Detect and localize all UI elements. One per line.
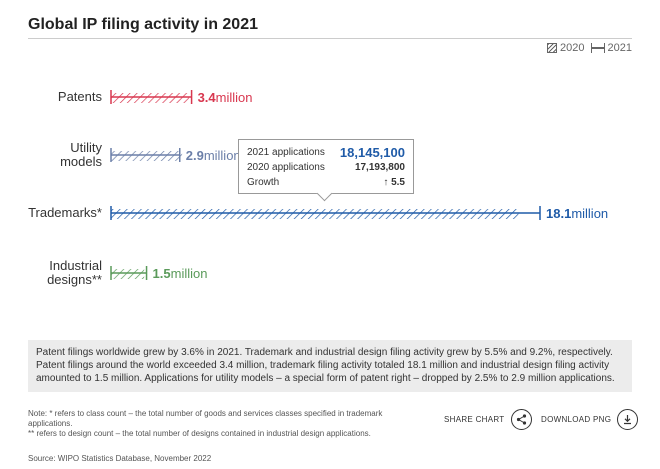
footnotes: Note: * refers to class count – the tota…: [28, 409, 408, 439]
bar-2020-patents: [111, 93, 190, 103]
category-label-patents: Patents: [58, 89, 103, 104]
legend-label-2020: 2020: [560, 42, 585, 54]
share-chart-button[interactable]: SHARE CHART: [444, 409, 532, 430]
bar-2020-trademarks: [111, 209, 519, 219]
tooltip-value-2021: 18,145,100: [339, 145, 405, 160]
value-label-trademarks: 18.1million: [546, 206, 608, 221]
category-label-utility-models: models: [60, 154, 102, 169]
legend-item-2021[interactable]: 2021: [590, 42, 632, 54]
legend-item-2020[interactable]: 2020: [547, 42, 585, 54]
tooltip-label-2020: 2020 applications: [247, 162, 325, 173]
category-label-industrial-designs: designs**: [47, 272, 102, 287]
bar-2020-industrial-designs: [111, 269, 145, 279]
tooltip-label-2021: 2021 applications: [247, 147, 325, 158]
legend-label-2021: 2021: [607, 42, 632, 54]
download-png-label: DOWNLOAD PNG: [541, 415, 612, 424]
category-label-trademarks: Trademarks*: [28, 205, 102, 220]
download-png-button[interactable]: DOWNLOAD PNG: [541, 409, 639, 430]
arrow-up-icon: ↑: [383, 177, 392, 188]
title-divider: [28, 38, 632, 39]
tooltip-value-2020: 17,193,800: [354, 162, 405, 173]
footnote-trademarks: Note: * refers to class count – the tota…: [28, 409, 383, 428]
summary-text: Patent filings worldwide grew by 3.6% in…: [28, 340, 632, 392]
tooltip-growth: ↑ 5.5: [383, 177, 405, 188]
download-icon: [617, 409, 639, 430]
tooltip-label-growth: Growth: [247, 177, 280, 188]
source-note: Source: WIPO Statistics Database, Novemb…: [28, 454, 212, 463]
value-label-utility-models: 2.9million: [186, 148, 241, 163]
tooltip-value-growth: 5.5: [391, 177, 405, 188]
legend: 2020 2021: [547, 42, 632, 54]
chart-tooltip: 2021 applications 18,145,100 2020 applica…: [238, 139, 414, 194]
category-label-utility-models: Utility: [70, 140, 102, 155]
hatch-swatch-icon: [547, 43, 558, 53]
chart-title: Global IP filing activity in 2021: [28, 16, 258, 33]
share-icon: [510, 409, 532, 430]
share-chart-label: SHARE CHART: [444, 415, 505, 424]
value-label-patents: 3.4million: [198, 90, 253, 105]
category-label-industrial-designs: Industrial: [49, 258, 102, 273]
footnote-designs: ** refers to design count – the total nu…: [28, 429, 371, 438]
bar-2020-utility-models: [111, 151, 183, 161]
range-swatch-icon: [590, 43, 605, 53]
value-label-industrial-designs: 1.5million: [153, 266, 208, 281]
